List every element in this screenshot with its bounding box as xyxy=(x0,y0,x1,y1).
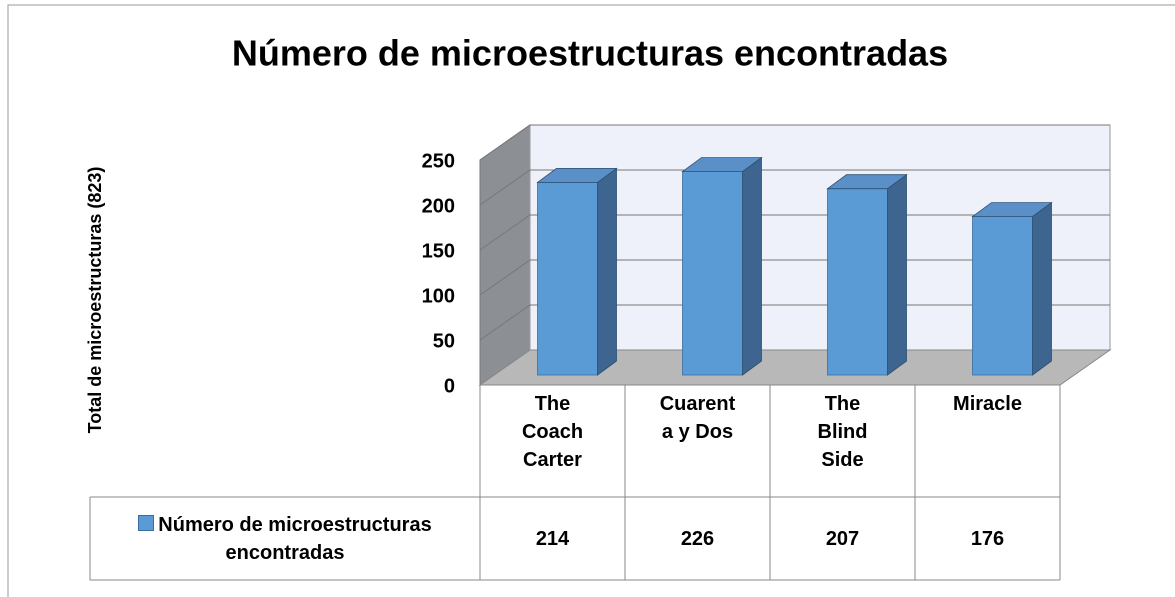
bar xyxy=(971,201,1053,376)
side-wall xyxy=(479,124,531,386)
category-label: Miracle xyxy=(915,390,1060,497)
data-table-value-text: 176 xyxy=(970,527,1005,550)
data-table-value: 176 xyxy=(915,497,1060,580)
bar-side xyxy=(887,173,907,376)
category-label: The Blind Side xyxy=(770,390,915,497)
category-label-box: Cuarenta y Dos xyxy=(625,390,770,497)
y-tick-label: 50 xyxy=(433,330,455,352)
y-tick-label: 100 xyxy=(422,285,455,307)
bar-top xyxy=(971,202,1053,218)
bar-top xyxy=(681,157,763,173)
data-table-value-text: 226 xyxy=(680,527,715,550)
bar xyxy=(826,173,908,376)
legend-swatch xyxy=(138,515,155,531)
y-axis-label: Total de microestructuras (823) xyxy=(85,167,105,434)
legend-entry: Número de microestructuras encontradas xyxy=(90,497,480,580)
category-label: Cuarenta y Dos xyxy=(625,390,770,497)
legend-entry-text: Número de microestructuras encontradas xyxy=(158,514,432,564)
bar-top xyxy=(826,174,908,190)
bar-side xyxy=(1032,201,1052,376)
grid-line xyxy=(479,304,1110,341)
category-label-text: The Blind Side xyxy=(817,393,868,471)
y-tick-label: 250 xyxy=(422,150,455,172)
grid-line xyxy=(479,169,1110,206)
grid-line xyxy=(479,259,1110,296)
bar-top xyxy=(536,167,618,183)
data-table-value: 214 xyxy=(480,497,625,580)
y-tick-label: 200 xyxy=(422,195,455,217)
bar-side xyxy=(597,167,617,376)
category-label-box: The Blind Side xyxy=(770,390,915,497)
category-label-text: The Coach Carter xyxy=(521,393,584,471)
category-label-box: Miracle xyxy=(915,390,1060,497)
y-tick-label: 150 xyxy=(422,240,455,262)
bar-front xyxy=(972,216,1033,376)
chart-title: Número de microestructuras encontradas xyxy=(232,33,948,74)
chart-frame xyxy=(7,4,1175,597)
bar xyxy=(681,156,763,376)
category-label-text: Cuarenta y Dos xyxy=(659,393,736,443)
bar-front xyxy=(682,171,743,376)
y-tick-label: 0 xyxy=(444,375,455,397)
grid-line xyxy=(479,214,1110,251)
table-grid xyxy=(89,385,1061,581)
data-table-value-text: 214 xyxy=(535,527,570,550)
bar xyxy=(536,167,618,376)
legend-entry-box: Número de microestructuras encontradas xyxy=(90,497,480,580)
data-table-value-box: 226 xyxy=(625,497,770,580)
bar-front xyxy=(827,188,888,376)
data-table-value-text: 207 xyxy=(825,527,860,550)
floor xyxy=(478,349,1112,386)
category-label: The Coach Carter xyxy=(480,390,625,497)
bar-side xyxy=(742,156,762,376)
data-table-value-box: 207 xyxy=(770,497,915,580)
category-label-text: Miracle xyxy=(953,393,1022,415)
data-table-value: 207 xyxy=(770,497,915,580)
grid-line xyxy=(479,124,1110,161)
bar-front xyxy=(537,181,598,376)
category-label-box: The Coach Carter xyxy=(480,390,625,497)
data-table-value: 226 xyxy=(625,497,770,580)
data-table-value-box: 176 xyxy=(915,497,1060,580)
data-table-value-box: 214 xyxy=(480,497,625,580)
